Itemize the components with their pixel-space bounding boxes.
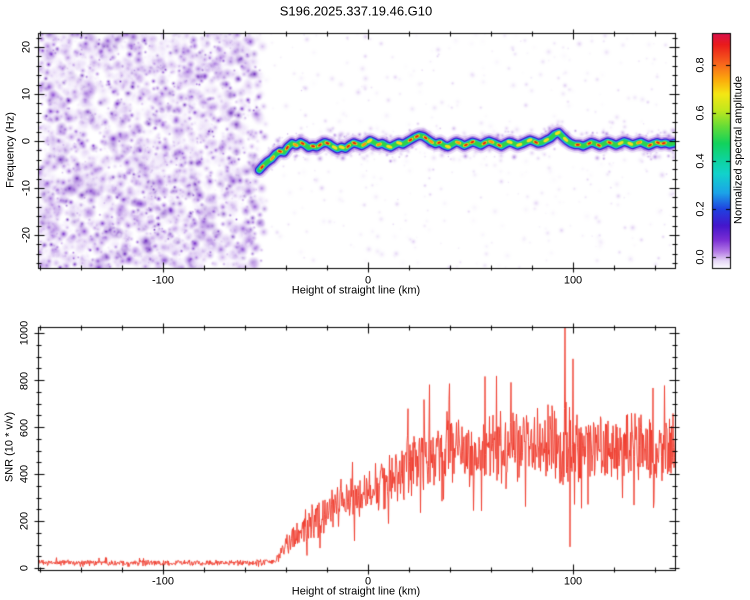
bottom-y-tick-600: 600 (18, 418, 31, 438)
top-y-tick-20: 20 (20, 40, 33, 54)
top-y-tick-10: 10 (20, 87, 33, 101)
top-y-tick-n10: -10 (20, 180, 33, 196)
top-x-axis-label: Height of straight line (km) (291, 284, 421, 297)
bottom-y-tick-800: 800 (18, 371, 31, 391)
colorbar-tick-08: 0.8 (694, 57, 707, 73)
colorbar-tick-04: 0.4 (694, 153, 707, 169)
top-y-tick-0: 0 (20, 137, 33, 145)
bottom-y-tick-200: 200 (18, 511, 31, 531)
bottom-y-tick-0: 0 (18, 564, 31, 572)
bottom-x-axis-label: Height of straight line (km) (291, 585, 421, 598)
colorbar-tick-02: 0.2 (694, 201, 707, 217)
bottom-y-tick-1000: 1000 (18, 320, 31, 346)
bottom-y-axis-label: SNR (10 * v/v) (3, 411, 16, 483)
bottom-y-tick-400: 400 (18, 464, 31, 484)
top-y-tick-n20: -20 (20, 227, 33, 243)
colorbar-tick-06: 0.6 (694, 105, 707, 121)
bottom-x-tick-100: 100 (563, 575, 583, 588)
top-x-tick-n100: -100 (151, 274, 175, 287)
page-title: S196.2025.337.19.46.G10 (279, 3, 433, 19)
top-y-axis-label: Frequency (Hz) (4, 112, 17, 188)
colorbar-tick-00: 0.0 (694, 249, 707, 265)
bottom-x-tick-0: 0 (364, 575, 372, 588)
top-x-tick-0: 0 (364, 274, 372, 287)
top-x-tick-100: 100 (563, 274, 583, 287)
colorbar-title: Normalized spectral amplitude (732, 76, 745, 224)
bottom-x-tick-n100: -100 (151, 575, 175, 588)
